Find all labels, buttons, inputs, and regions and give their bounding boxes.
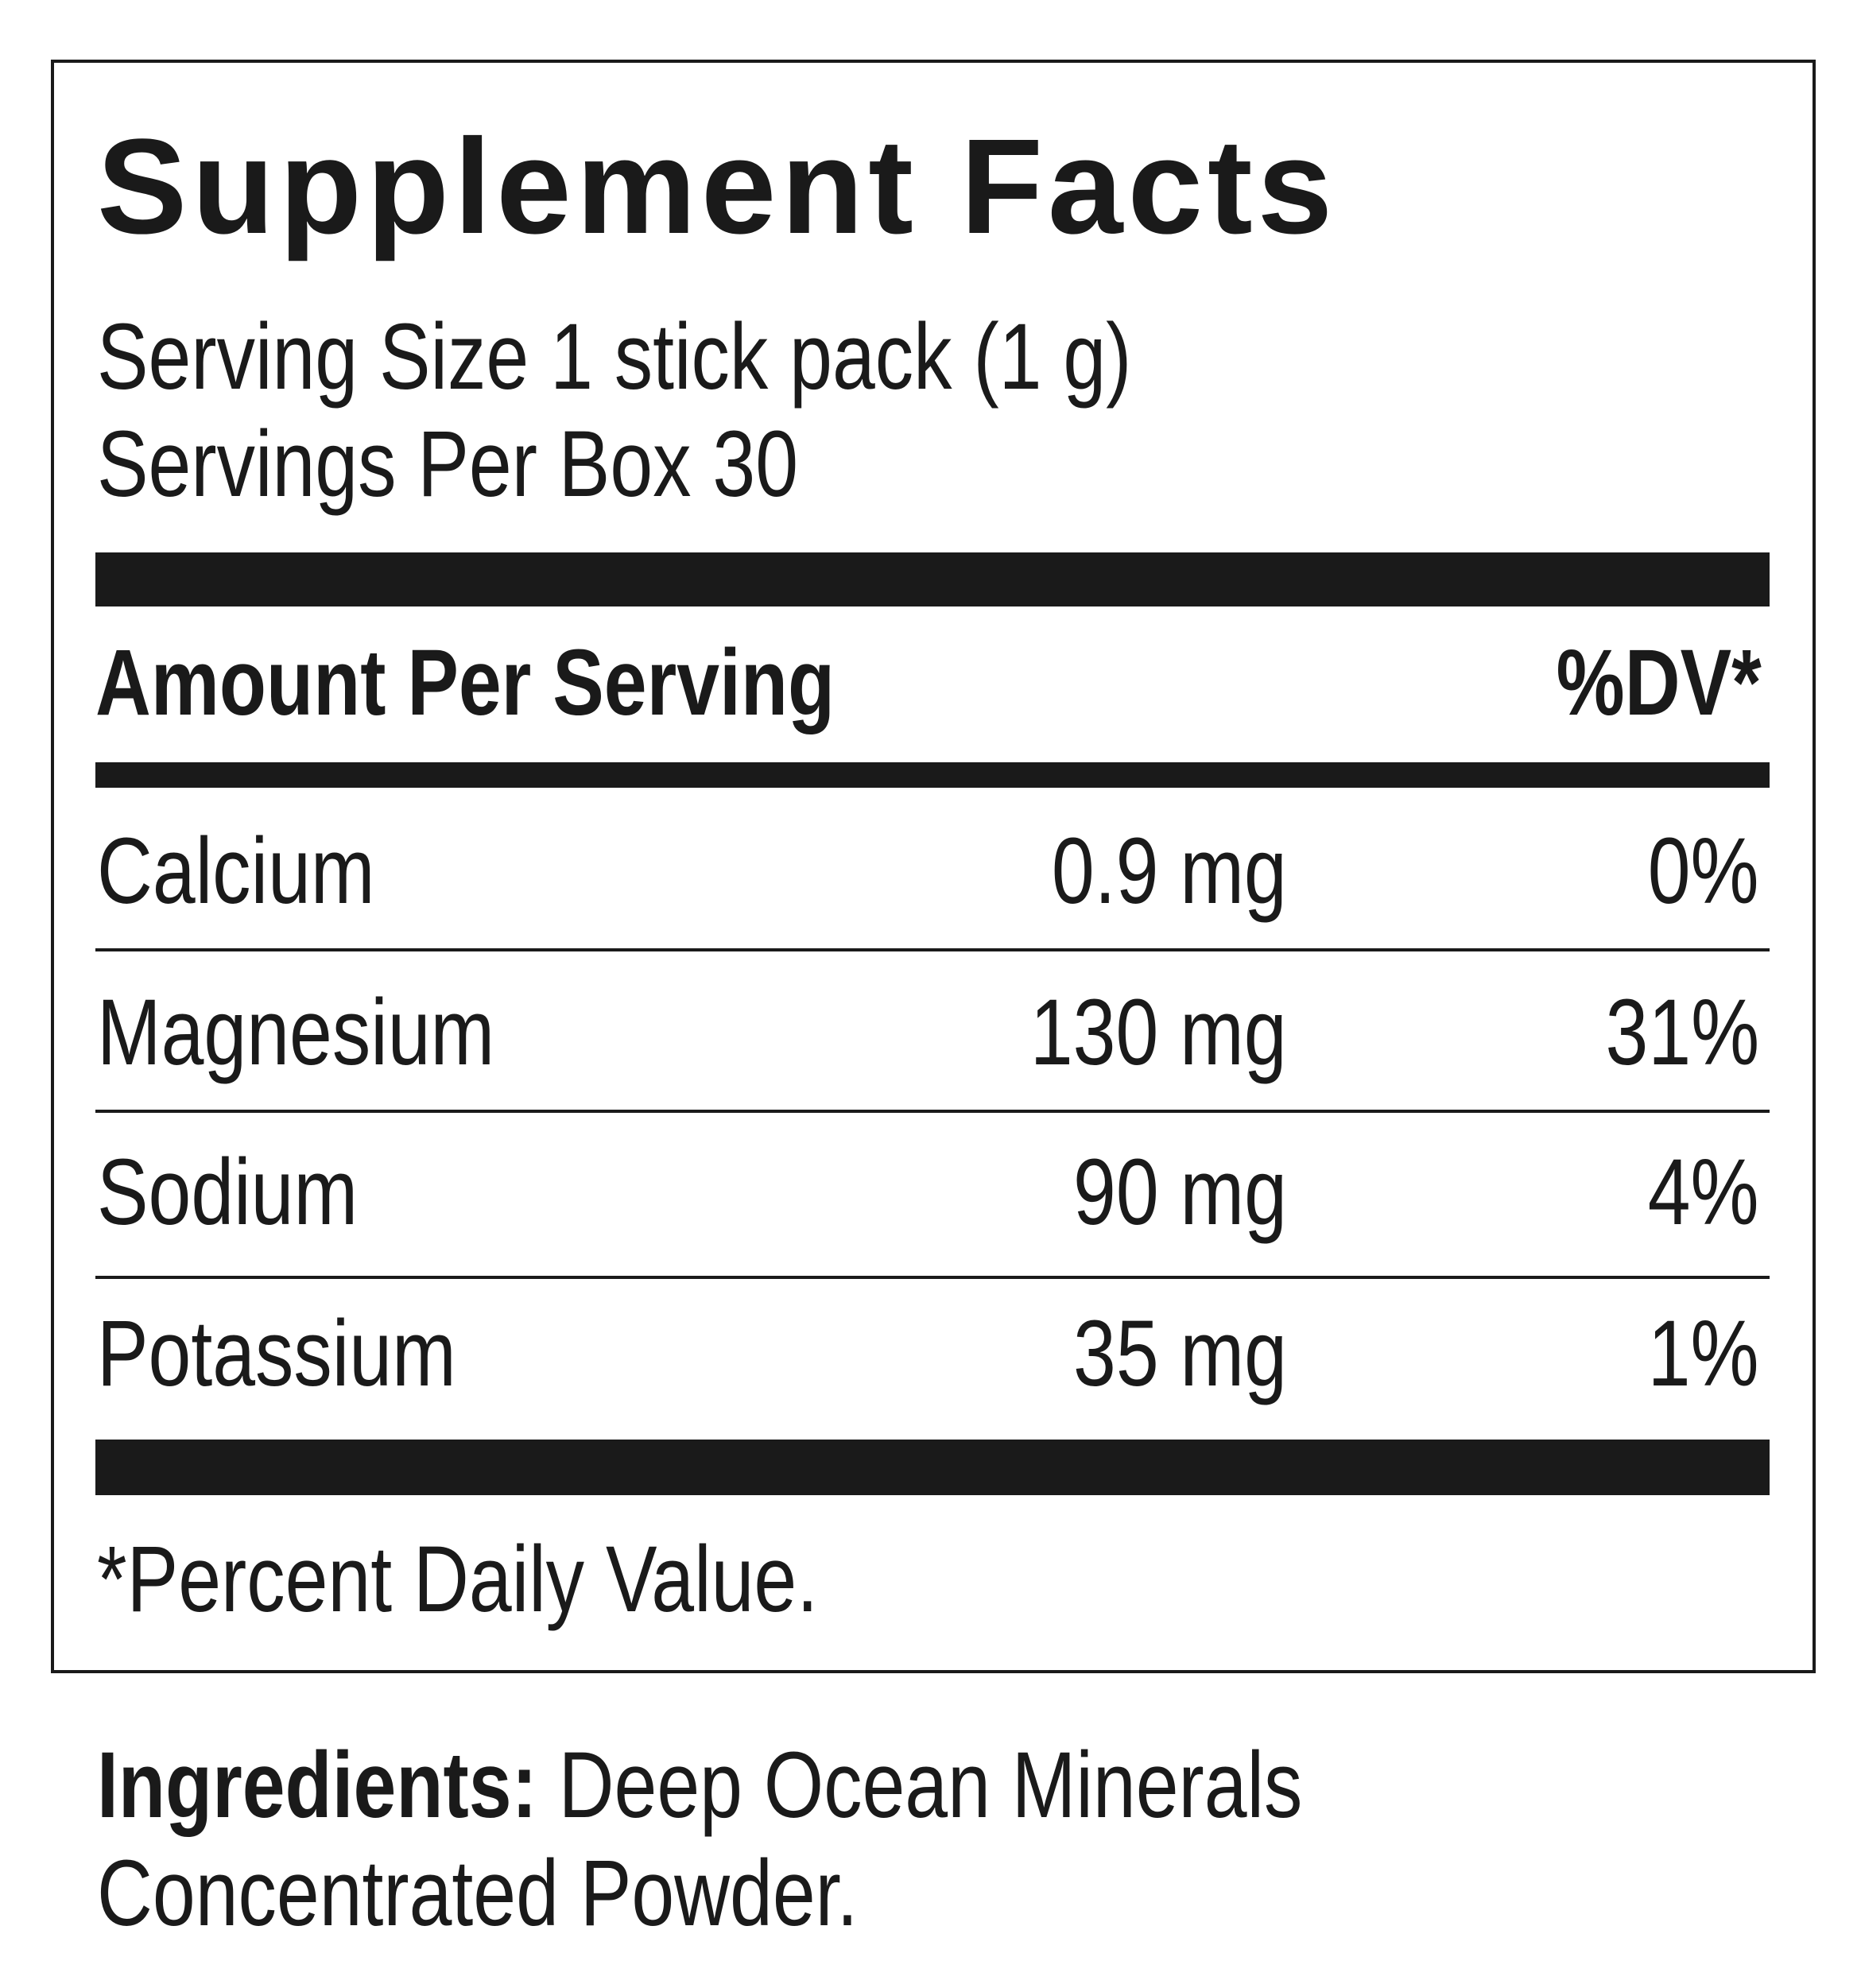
- nutrient-dv: 0%: [1648, 819, 1759, 924]
- medium-divider: [95, 762, 1770, 788]
- facts-panel-border: [51, 60, 1816, 1673]
- nutrient-name: Calcium: [97, 819, 375, 924]
- nutrient-amount: 0.9 mg: [1052, 819, 1287, 924]
- ingredients-label: Ingredients:: [97, 1733, 537, 1838]
- dv-header: %DV*: [1556, 630, 1762, 735]
- nutrient-name: Sodium: [97, 1140, 359, 1245]
- nutrient-amount: 130 mg: [1030, 980, 1287, 1085]
- amount-per-serving-header: Amount Per Serving: [95, 630, 836, 735]
- footnote: *Percent Daily Value.: [97, 1527, 819, 1632]
- nutrient-dv: 4%: [1648, 1140, 1759, 1245]
- nutrient-dv: 1%: [1648, 1301, 1759, 1406]
- row-divider: [95, 1276, 1770, 1279]
- thick-divider-top: [95, 552, 1770, 606]
- row-divider: [95, 948, 1770, 951]
- nutrient-name: Potassium: [97, 1301, 456, 1406]
- nutrient-dv: 31%: [1605, 980, 1759, 1085]
- servings-per-box: Servings Per Box 30: [97, 412, 799, 517]
- nutrient-amount: 35 mg: [1073, 1301, 1287, 1406]
- thick-divider-bottom: [95, 1440, 1770, 1495]
- row-divider: [95, 1110, 1770, 1113]
- serving-size: Serving Size 1 stick pack (1 g): [97, 304, 1132, 409]
- nutrient-amount: 90 mg: [1073, 1140, 1287, 1245]
- ingredients-text: Deep Ocean Minerals: [558, 1733, 1303, 1838]
- nutrient-name: Magnesium: [97, 980, 495, 1085]
- panel-title: Supplement Facts: [97, 111, 1338, 262]
- ingredients-line-1: Ingredients: Deep Ocean Minerals: [97, 1738, 1302, 1832]
- ingredients-line-2: Concentrated Powder.: [97, 1841, 859, 1946]
